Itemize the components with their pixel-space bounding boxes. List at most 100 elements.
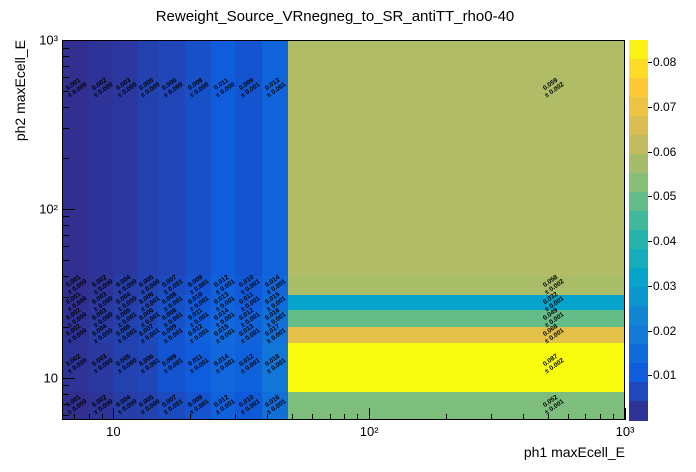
axis-tick (63, 377, 75, 379)
heatmap-cell (261, 294, 288, 311)
axis-tick (329, 414, 331, 420)
heatmap-cell (235, 40, 262, 276)
axis-tick (312, 414, 314, 420)
colorbar-tick-label: 0.08 (653, 55, 677, 70)
axis-tick (88, 414, 90, 420)
axis-tick (235, 414, 237, 420)
axis-tick (63, 47, 69, 49)
colorbar-tick (648, 107, 652, 109)
heatmap-cell (138, 40, 159, 276)
axis-tick (63, 90, 69, 92)
heatmap-cell (210, 310, 236, 327)
colorbar-segment (629, 287, 648, 307)
heatmap-cell (261, 326, 288, 344)
heatmap-cell (210, 294, 236, 311)
colorbar-segment (629, 363, 648, 383)
axis-tick (63, 208, 75, 210)
heatmap-cell (62, 275, 89, 295)
heatmap-cell (184, 294, 211, 311)
axis-tick (625, 408, 626, 420)
colorbar (629, 40, 648, 421)
colorbar-tick (648, 151, 652, 153)
colorbar-tick (648, 330, 652, 332)
heatmap-cell (138, 294, 159, 311)
heatmap-cell (62, 326, 89, 344)
heatmap-cell (261, 392, 288, 420)
heatmap-cell (261, 343, 288, 393)
heatmap-cell (261, 275, 288, 295)
axis-tick (613, 414, 615, 420)
axis-tick (600, 414, 602, 420)
colorbar-tick-label: 0.03 (653, 278, 677, 293)
heatmap-cell (113, 294, 139, 311)
heatmap-cell (184, 310, 211, 327)
axis-tick (63, 259, 69, 261)
heatmap-cell (62, 343, 89, 393)
axis-tick (101, 414, 103, 420)
x-tick-label: 10 (106, 424, 121, 439)
heatmap-cell (235, 310, 262, 327)
axis-tick (63, 385, 69, 387)
y-tick-label: 10² (39, 201, 58, 217)
axis-tick (63, 107, 69, 109)
axis-tick (73, 414, 75, 420)
axis-tick (63, 128, 69, 130)
heatmap-cell (158, 326, 185, 344)
heatmap-cell (184, 275, 211, 295)
heatmap-cell (113, 343, 139, 393)
axis-tick (63, 77, 69, 79)
axis-tick (63, 296, 69, 298)
colorbar-segment (629, 401, 648, 421)
axis-tick (63, 246, 69, 248)
axis-tick (267, 414, 269, 420)
colorbar-segment (629, 382, 648, 402)
axis-tick (190, 414, 192, 420)
heatmap-cell (158, 392, 185, 420)
heatmap-cell (287, 275, 625, 295)
axis-tick (63, 275, 69, 277)
heatmap-cell (210, 343, 236, 393)
axis-tick (446, 414, 448, 420)
y-tick-label: 10 (43, 370, 58, 385)
axis-tick (63, 56, 69, 58)
heatmap-cells-layer (62, 40, 625, 420)
colorbar-segment (629, 78, 648, 98)
heatmap-cell (88, 40, 114, 276)
heatmap-cell (88, 294, 114, 311)
axis-tick (63, 234, 69, 236)
x-axis-title: ph1 maxEcell_E (523, 444, 625, 460)
heatmap-cell (235, 343, 262, 393)
colorbar-segment (629, 97, 648, 117)
colorbar-tick (648, 241, 652, 243)
heatmap-cell (138, 343, 159, 393)
heatmap-cell (261, 310, 288, 327)
axis-tick (547, 414, 549, 420)
colorbar-segment (629, 59, 648, 79)
axis-tick (63, 414, 69, 416)
heatmap-cell (184, 392, 211, 420)
heatmap-cell (287, 326, 625, 344)
heatmap-cell (184, 326, 211, 344)
axis-tick (568, 414, 570, 420)
heatmap-cell (113, 310, 139, 327)
heatmap-cell (88, 343, 114, 393)
colorbar-segment (629, 192, 648, 212)
heatmap-cell (113, 275, 139, 295)
heatmap-cell (88, 310, 114, 327)
axis-tick (63, 403, 69, 405)
heatmap-cell (158, 275, 185, 295)
axis-tick (63, 326, 69, 328)
heatmap-cell (235, 294, 262, 311)
colorbar-tick (648, 375, 652, 377)
heatmap-cell (184, 40, 211, 276)
heatmap-cell (62, 310, 89, 327)
heatmap-cell (210, 40, 236, 276)
heatmap-cell (158, 294, 185, 311)
axis-tick (63, 66, 69, 68)
axis-tick (491, 414, 493, 420)
colorbar-segment (629, 173, 648, 193)
colorbar-tick (648, 196, 652, 198)
